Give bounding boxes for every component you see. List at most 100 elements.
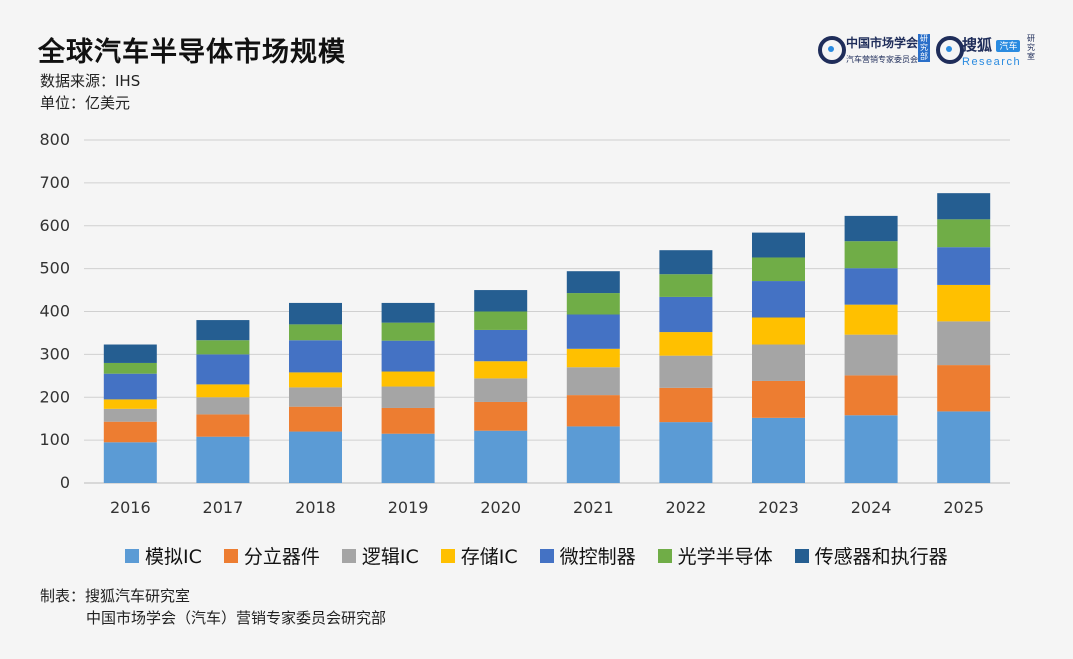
bar-segment <box>844 241 898 269</box>
legend-item: 存储IC <box>440 542 518 569</box>
bar-segment <box>103 362 157 374</box>
page-title: 全球汽车半导体市场规模 <box>38 37 346 68</box>
bar-segment <box>844 268 898 305</box>
bar-segment <box>566 395 620 427</box>
bar-segment <box>103 373 157 400</box>
x-axis: 2016 2017 2018 2019 2020 2021 2022 2023 2024 2025 <box>110 498 984 517</box>
bar-segment <box>937 321 991 366</box>
bar-segment <box>196 354 250 385</box>
y-axis: 0 100 200 300 400 500 600 700 800 <box>39 130 70 492</box>
y-tick-label: 0 <box>60 473 70 492</box>
legend-label: 光学半导体 <box>677 546 773 568</box>
bar-segment <box>844 215 898 242</box>
bar-segment <box>937 411 991 483</box>
x-tick-label: 2017 <box>203 498 244 517</box>
bar-segment <box>381 407 435 434</box>
bar-segment <box>474 329 528 362</box>
legend: 模拟IC 分立器件 逻辑IC 存储IC 微控制器 光学半导体 传感器和执行器 <box>125 542 948 569</box>
bar-segment <box>381 340 435 372</box>
bar-segment <box>103 399 157 409</box>
bar-segment <box>752 317 805 345</box>
bar-segment <box>566 314 620 349</box>
logo2-tag: 研究室 <box>1027 34 1035 61</box>
bar-segment <box>381 371 435 387</box>
bar-segment <box>659 422 713 483</box>
bar-segment <box>937 284 991 322</box>
legend-swatch <box>539 548 554 563</box>
bar-segment <box>566 348 620 368</box>
y-tick-label: 800 <box>39 130 70 149</box>
bar-segment <box>752 417 805 483</box>
unit-label: 单位：亿美元 <box>40 94 131 112</box>
x-tick-label: 2023 <box>758 498 799 517</box>
bar-segment <box>196 414 250 437</box>
bars <box>103 193 991 483</box>
x-tick-label: 2020 <box>480 498 521 517</box>
bar-segment <box>659 387 713 423</box>
x-tick-label: 2022 <box>666 498 707 517</box>
bar-segment <box>752 380 805 418</box>
bar-segment <box>566 367 620 396</box>
bar-segment <box>659 355 713 388</box>
logo1-tag: 研究部 <box>918 34 930 62</box>
bar-segment <box>289 431 342 483</box>
bar-segment <box>937 247 991 285</box>
x-tick-label: 2016 <box>110 498 151 517</box>
legend-label: 模拟IC <box>145 546 202 568</box>
legend-item: 逻辑IC <box>341 542 419 569</box>
bar-segment <box>844 375 898 416</box>
bar-segment <box>844 334 898 376</box>
logo2-sub: Research <box>962 56 1022 68</box>
y-tick-label: 300 <box>39 344 70 363</box>
q-logo-icon-2 <box>936 36 964 64</box>
bar-segment <box>289 387 342 407</box>
bar-segment <box>566 271 620 294</box>
bar-segment <box>844 415 898 483</box>
bar-segment <box>103 442 157 483</box>
bar-segment <box>659 332 713 356</box>
bar-segment <box>196 384 250 398</box>
legend-swatch <box>125 548 139 563</box>
legend-swatch <box>223 548 238 563</box>
bar-segment <box>937 365 991 412</box>
x-tick-label: 2018 <box>295 498 336 517</box>
y-tick-label: 700 <box>39 173 70 192</box>
legend-item: 微控制器 <box>539 542 636 569</box>
legend-swatch <box>657 548 672 563</box>
bar-segment <box>196 397 250 415</box>
bar-segment <box>103 344 157 363</box>
bar-segment <box>937 219 991 248</box>
bar-segment <box>381 433 435 483</box>
bar-segment <box>844 304 898 335</box>
bar-segment <box>566 293 620 315</box>
bar-segment <box>659 274 713 297</box>
y-tick-label: 500 <box>39 259 70 278</box>
legend-swatch <box>440 548 455 563</box>
bar-segment <box>196 436 250 483</box>
bar-segment <box>659 250 713 275</box>
x-tick-label: 2024 <box>851 498 892 517</box>
bar-segment <box>474 361 528 379</box>
bar-segment <box>289 372 342 388</box>
y-tick-label: 600 <box>39 216 70 235</box>
bar-segment <box>289 340 342 373</box>
bar-segment <box>752 257 805 282</box>
bar-segment <box>752 281 805 318</box>
y-tick-label: 400 <box>39 302 70 321</box>
footer-maker: 制表：搜狐汽车研究室 <box>40 587 191 605</box>
legend-label: 存储IC <box>460 546 518 568</box>
legend-swatch <box>341 548 356 563</box>
bar-segment <box>196 320 250 341</box>
y-tick-label: 100 <box>39 430 70 449</box>
legend-item: 传感器和执行器 <box>794 542 948 569</box>
legend-item: 模拟IC <box>125 542 202 569</box>
bar-segment <box>289 324 342 341</box>
bar-segment <box>103 408 157 422</box>
bar-segment <box>474 378 528 402</box>
logo2-main: 搜狐 <box>962 37 993 54</box>
bar-segment <box>474 290 528 312</box>
bar-segment <box>752 232 805 258</box>
bar-segment <box>659 296 713 333</box>
bar-segment <box>752 344 805 381</box>
